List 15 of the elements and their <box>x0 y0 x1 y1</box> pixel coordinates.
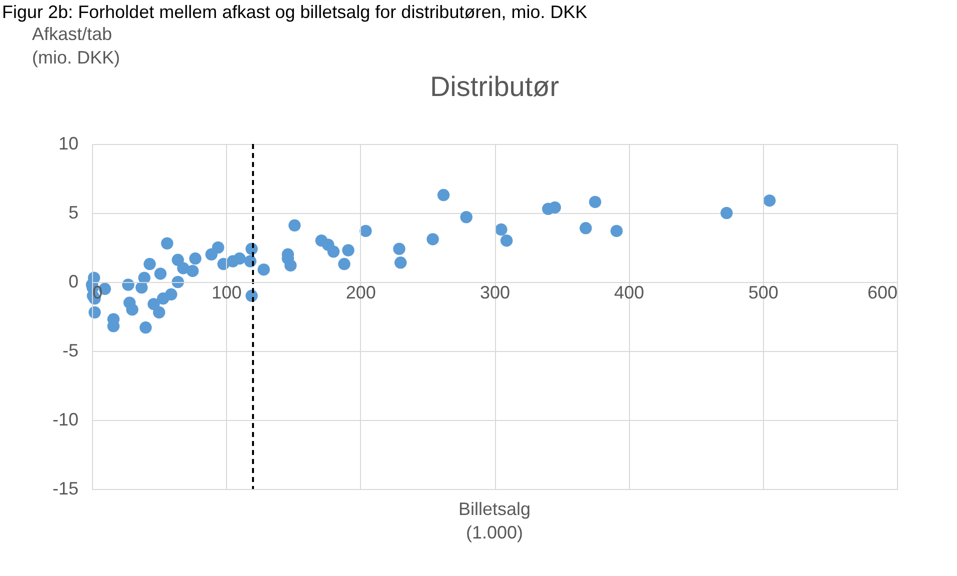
y-axis-title: Afkast/tab (mio. DKK) <box>32 24 120 68</box>
x-axis-title: Billetsalg (1.000) <box>458 499 531 542</box>
x-tick-label: 500 <box>748 282 778 302</box>
x-tick-label: 400 <box>614 282 644 302</box>
y-tick-label: 5 <box>68 202 78 222</box>
x-tick-label: 200 <box>346 282 376 302</box>
x-tick-label: 100 <box>212 282 242 302</box>
x-tick-label: 300 <box>480 282 510 302</box>
y-tick-label: -15 <box>52 478 78 498</box>
y-tick-label: 10 <box>58 134 78 154</box>
text: Figur 2b: Forholdet mellem afkast og billetsalg for distributøren, mio. DKK <box>2 2 588 22</box>
x-tick-label: 600 <box>867 282 898 302</box>
y-tick-label: -5 <box>62 340 78 360</box>
chart-title: Distributør <box>430 71 560 102</box>
y-tick-label: -10 <box>52 410 78 430</box>
